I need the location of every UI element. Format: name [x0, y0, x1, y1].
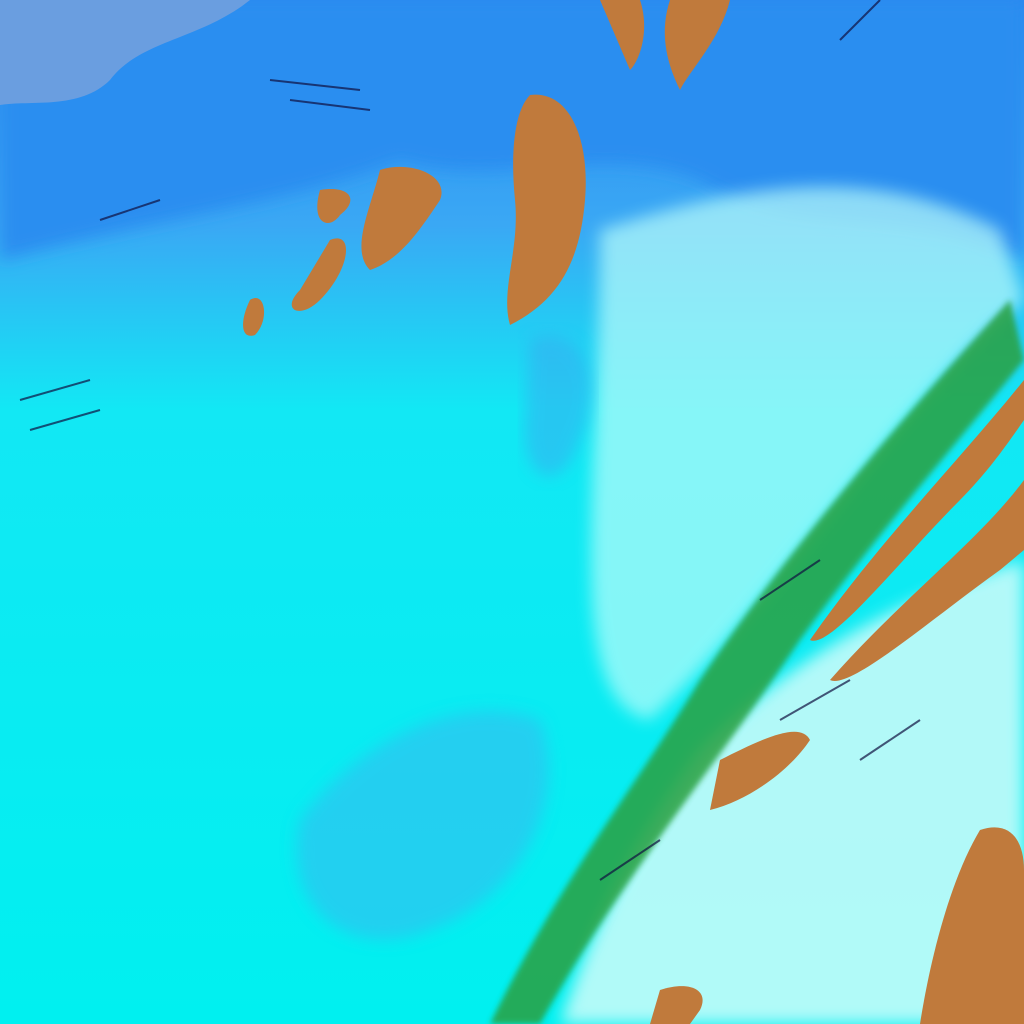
thin-cloud-patch [296, 711, 549, 940]
ice-clouds [243, 0, 1024, 1024]
vegetation-edge [490, 300, 1024, 1024]
bright-cloud-band-right [560, 560, 1024, 1024]
bright-cloud-band [591, 186, 1024, 721]
land-top-left [0, 0, 250, 105]
cloud-shadows [19, 0, 921, 881]
thin-cloud-patch-2 [524, 336, 592, 477]
